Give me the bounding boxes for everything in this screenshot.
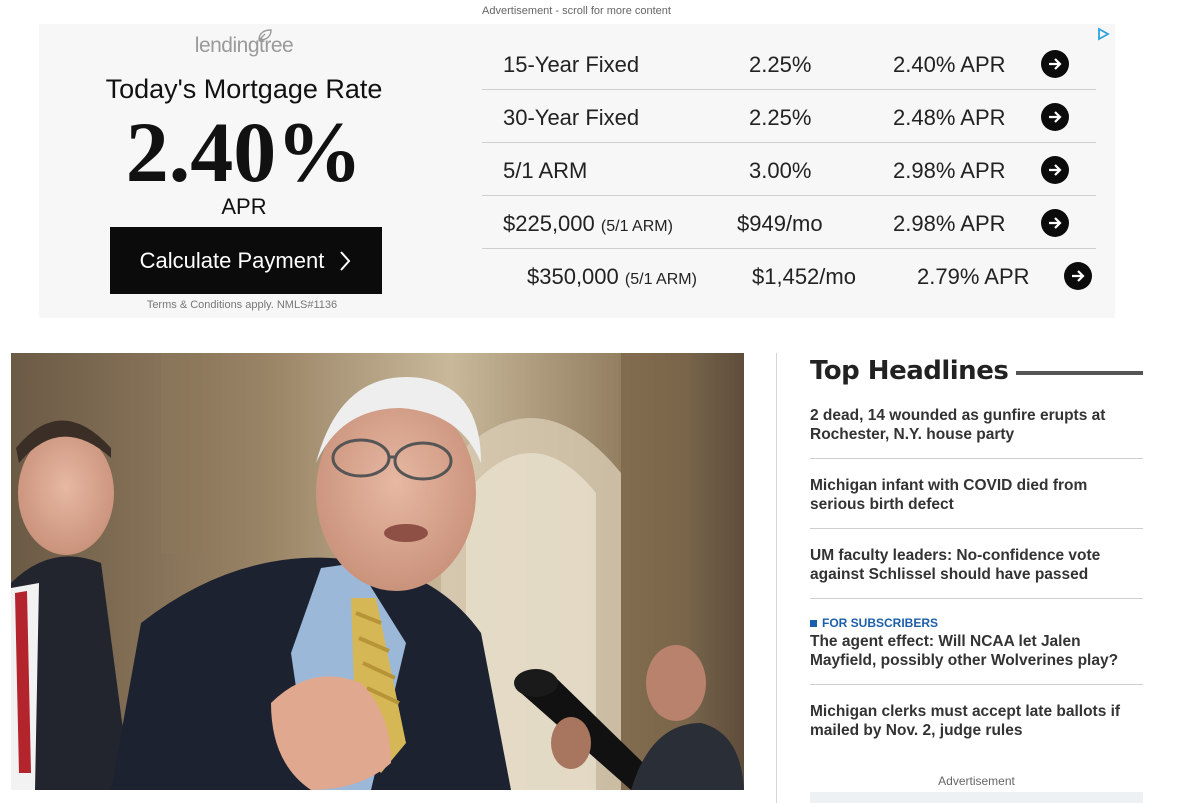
column-divider xyxy=(776,353,777,803)
rate-row[interactable]: $225,000 (5/1 ARM) $949/mo 2.98% APR xyxy=(482,196,1096,249)
leaf-icon xyxy=(258,29,272,41)
rate-value: 3.00% xyxy=(749,158,812,183)
headline-item[interactable]: Michigan infant with COVID died from ser… xyxy=(810,459,1143,529)
rate-product: 5/1 ARM xyxy=(503,158,588,183)
side-ad-label: Advertisement xyxy=(938,774,1015,788)
subscriber-square-icon xyxy=(810,619,817,627)
side-ad[interactable] xyxy=(810,792,1143,803)
arrow-right-icon[interactable] xyxy=(1041,209,1069,237)
rate-value: $949/mo xyxy=(737,211,823,236)
rate-table: 15-Year Fixed 2.25% 2.40% APR 30-Year Fi… xyxy=(482,37,1096,302)
rate-value: 2.25% xyxy=(749,105,812,130)
arrow-right-icon[interactable] xyxy=(1041,103,1069,131)
headline-link[interactable]: 2 dead, 14 wounded as gunfire erupts at … xyxy=(810,407,1106,443)
adchoices-icon[interactable] xyxy=(1096,27,1110,41)
rate-value: 2.25% xyxy=(749,52,812,77)
rate-product: $225,000 (5/1 ARM) xyxy=(503,211,673,236)
rate-apr: 2.79% APR xyxy=(917,264,1030,289)
terms-text: Terms & Conditions apply. NMLS#1136 xyxy=(146,299,338,311)
arrow-right-icon[interactable] xyxy=(1041,50,1069,78)
calculate-payment-button[interactable]: Calculate Payment xyxy=(110,227,382,294)
arrow-right-icon[interactable] xyxy=(1064,262,1092,290)
headline-item[interactable]: 2 dead, 14 wounded as gunfire erupts at … xyxy=(810,389,1143,459)
headline-link[interactable]: Michigan clerks must accept late ballots… xyxy=(810,703,1121,739)
rate-product: 30-Year Fixed xyxy=(503,105,640,130)
chevron-right-icon xyxy=(340,250,351,271)
ad-notice: Advertisement - scroll for more content xyxy=(482,5,671,17)
lendingtree-logo: lendingtree xyxy=(39,29,449,58)
rate-row[interactable]: $350,000 (5/1 ARM) $1,452/mo 2.79% APR xyxy=(482,249,1096,302)
rate-apr: 2.40% APR xyxy=(893,52,1006,77)
mortgage-rate: 2.40% xyxy=(125,104,363,200)
rate-value: $1,452/mo xyxy=(752,264,856,289)
subscriber-tag: FOR SUBSCRIBERS xyxy=(810,616,1143,630)
rate-product: $350,000 (5/1 ARM) xyxy=(527,264,697,289)
mortgage-ad-left: lendingtree Today's Mortgage Rate 2.40% … xyxy=(39,24,449,318)
rate-product: 15-Year Fixed xyxy=(503,52,640,77)
headlines-title: Top Headlines xyxy=(810,356,1009,386)
hero-photo xyxy=(11,353,744,790)
rate-row[interactable]: 5/1 ARM 3.00% 2.98% APR xyxy=(482,143,1096,196)
headline-item[interactable]: UM faculty leaders: No-confidence vote a… xyxy=(810,529,1143,599)
headline-item[interactable]: Michigan clerks must accept late ballots… xyxy=(810,685,1143,754)
arrow-right-icon[interactable] xyxy=(1041,156,1069,184)
top-headlines: Top Headlines 2 dead, 14 wounded as gunf… xyxy=(810,353,1143,754)
rate-row[interactable]: 15-Year Fixed 2.25% 2.40% APR xyxy=(482,37,1096,90)
headlines-header: Top Headlines xyxy=(810,353,1143,389)
rate-apr: 2.48% APR xyxy=(893,105,1006,130)
rate-apr: 2.98% APR xyxy=(893,158,1006,183)
headline-link[interactable]: Michigan infant with COVID died from ser… xyxy=(810,477,1088,513)
rate-apr: 2.98% APR xyxy=(893,211,1006,236)
headline-link[interactable]: UM faculty leaders: No-confidence vote a… xyxy=(810,547,1101,583)
rate-row[interactable]: 30-Year Fixed 2.25% 2.48% APR xyxy=(482,90,1096,143)
mortgage-ad-banner[interactable]: lendingtree Today's Mortgage Rate 2.40% … xyxy=(39,24,1115,318)
mortgage-rate-unit: APR xyxy=(221,194,267,219)
headlines-rule xyxy=(1016,371,1143,375)
calculate-payment-label: Calculate Payment xyxy=(139,247,325,273)
hero-image[interactable] xyxy=(11,353,744,790)
headline-item[interactable]: FOR SUBSCRIBERS The agent effect: Will N… xyxy=(810,599,1143,685)
headline-link[interactable]: The agent effect: Will NCAA let Jalen Ma… xyxy=(810,633,1119,669)
mortgage-title: Today's Mortgage Rate xyxy=(105,74,383,104)
